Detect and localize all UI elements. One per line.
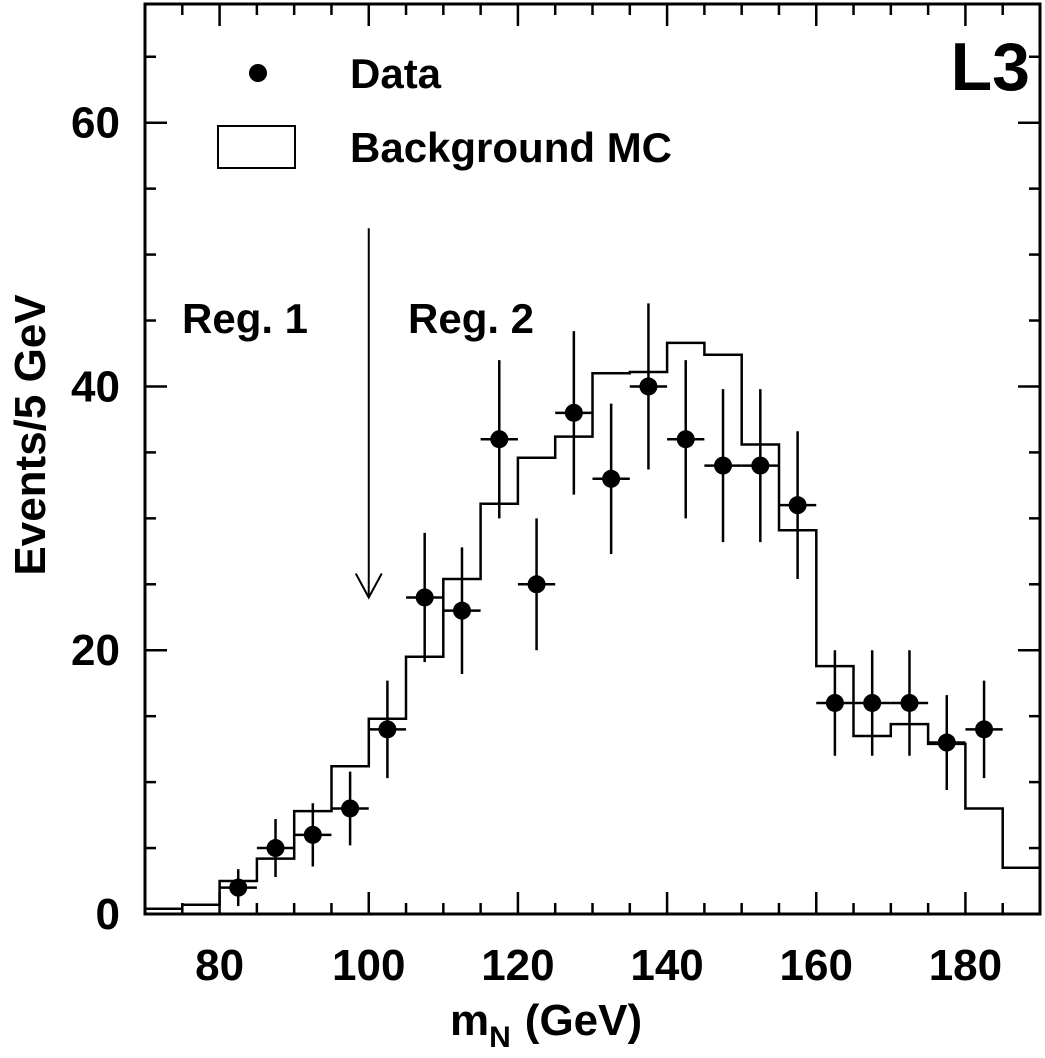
- x-tick-label-100: 100: [332, 941, 405, 990]
- data-point-16: [825, 693, 844, 712]
- arrow-head: [354, 573, 383, 600]
- data-point-20: [975, 720, 994, 739]
- region-boundary-arrow: [354, 228, 383, 600]
- data-point-4: [378, 720, 397, 739]
- data-point-7: [490, 430, 509, 449]
- data-point-18: [900, 693, 919, 712]
- data-point-1: [266, 839, 285, 858]
- data-point-14: [751, 456, 770, 475]
- x-tick-label-120: 120: [481, 941, 554, 990]
- data-point-13: [714, 456, 733, 475]
- y-axis-label: Events/5 GeV: [6, 294, 55, 576]
- background-mc-layer: [145, 341, 1040, 910]
- data-point-12: [676, 430, 695, 449]
- data-point-8: [527, 575, 546, 594]
- data-point-17: [863, 693, 882, 712]
- data-point-10: [602, 469, 621, 488]
- legend-mc-label: Background MC: [350, 124, 672, 171]
- data-point-5: [415, 588, 434, 607]
- legend-data-marker: [249, 64, 267, 82]
- legend-mc-marker: [217, 125, 296, 169]
- data-point-9: [564, 403, 583, 422]
- x-tick-label-160: 160: [780, 941, 853, 990]
- y-tick-label-60: 60: [71, 99, 120, 148]
- x-tick-label-180: 180: [929, 941, 1002, 990]
- x-axis-ticks: 80 100 120 140 160 180: [143, 4, 1042, 990]
- background-mc-histogram: [145, 341, 1040, 910]
- x-tick-label-80: 80: [195, 941, 244, 990]
- data-point-0: [229, 878, 248, 897]
- data-point-3: [341, 799, 360, 818]
- x-tick-label-140: 140: [630, 941, 703, 990]
- x-axis-label-main: m: [450, 996, 489, 1045]
- x-axis-label-unit: (GeV): [525, 996, 642, 1045]
- data-point-11: [639, 377, 658, 396]
- y-tick-label-0: 0: [96, 890, 120, 939]
- legend-data-label: Data: [350, 50, 442, 97]
- data-point-6: [452, 601, 471, 620]
- experiment-label: L3: [951, 29, 1030, 105]
- y-axis-ticks: 0 20 40 60: [71, 55, 1040, 939]
- data-points-layer: [219, 303, 1003, 907]
- legend: Data Background MC: [217, 50, 672, 171]
- region-2-label: Reg. 2: [408, 295, 534, 342]
- y-tick-label-40: 40: [71, 362, 120, 411]
- data-point-2: [303, 825, 322, 844]
- data-point-15: [788, 496, 807, 515]
- data-point-19: [937, 733, 956, 752]
- y-tick-label-20: 20: [71, 626, 120, 675]
- region-1-label: Reg. 1: [182, 295, 308, 342]
- x-axis-label-subscript: N: [489, 1021, 511, 1054]
- x-axis-label: mN (GeV): [450, 996, 642, 1054]
